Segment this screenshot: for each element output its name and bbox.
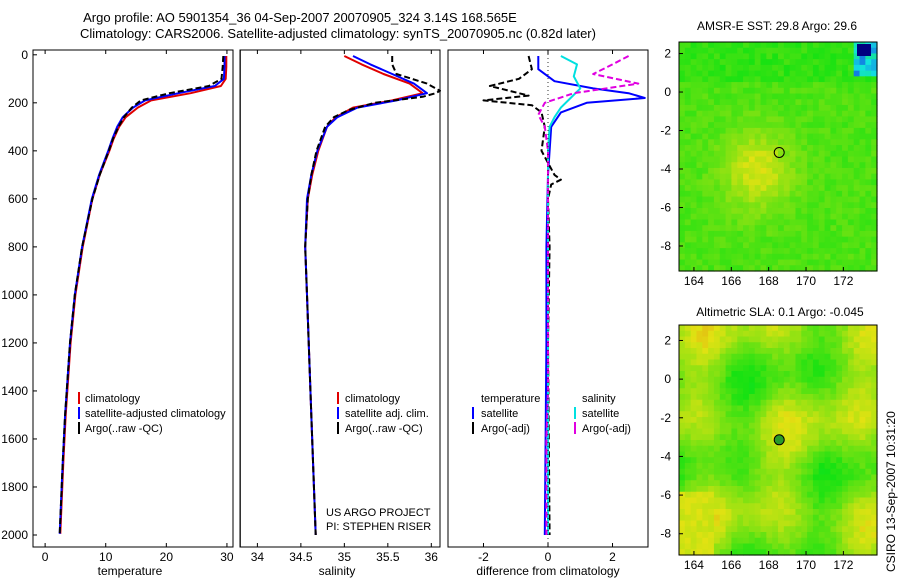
map-x-tick-label: 168 (759, 274, 779, 288)
argo-position-marker (773, 146, 785, 158)
temperature-legend: climatology satellite-adjusted climatolo… (78, 392, 226, 435)
map-x-tick-label: 170 (796, 274, 816, 288)
legend-argo-raw: Argo(..raw -QC) (85, 423, 163, 435)
map-x-tick-label: 166 (721, 274, 741, 288)
series-line-red (304, 55, 424, 536)
x-tick-label: 10 (99, 550, 113, 564)
series-line-cyan (547, 55, 582, 535)
x-tick-label: 30 (220, 550, 234, 564)
y-tick-label: 0 (21, 48, 28, 62)
sst-map-title: AMSR-E SST: 29.8 Argo: 29.6 (697, 19, 857, 33)
legend-climatology: climatology (85, 393, 141, 405)
series-line-black (304, 56, 441, 536)
y-tick-label: 1800 (1, 480, 28, 494)
series-line-magenta (537, 55, 640, 535)
legend-satellite-adjusted: satellite-adjusted climatology (85, 408, 226, 420)
sst-cold-patch (857, 44, 871, 56)
temperature-panel (32, 49, 234, 548)
legend-clip-mask (233, 390, 240, 440)
legend-sal-satellite-diff: satellite (582, 408, 619, 420)
map-y-tick-label: -2 (660, 411, 671, 425)
salinity-panel (239, 49, 441, 548)
map-x-tick-label: 168 (759, 558, 779, 572)
temperature-xlabel: temperature (98, 564, 163, 578)
difference-xlabel: difference from climatology (476, 564, 619, 578)
title-line-2: Climatology: CARS2006. Satellite-adjuste… (80, 26, 596, 41)
sla-map: 164 166 168 170 172 2 0 -2 -4 -6 -8 (660, 325, 878, 572)
x-tick-label: 34 (251, 550, 265, 564)
map-x-tick-label: 170 (796, 558, 816, 572)
y-tick-label: 600 (8, 192, 28, 206)
map-y-tick-label: -6 (660, 200, 671, 214)
x-tick-label: 35 (338, 550, 352, 564)
sst-map-frame (678, 41, 878, 272)
salinity-legend: climatology satellite adj. clim. Argo(..… (337, 392, 429, 435)
x-tick-label: 20 (160, 550, 174, 564)
series-line-black (58, 55, 225, 534)
legend-temp-satellite: satellite (481, 408, 518, 420)
title-line-1: Argo profile: AO 5901354_36 04-Sep-2007 … (83, 10, 517, 25)
salinity-plot: 34 34.5 35 35.5 36 (251, 50, 441, 564)
map-y-tick-label: 2 (664, 47, 671, 61)
credit-pi: PI: STEPHEN RISER (326, 521, 431, 533)
legend-sal-argo-diff: Argo(-adj) (582, 423, 631, 435)
x-tick-label: -2 (478, 550, 489, 564)
legend-sal-satellite: satellite adj. clim. (345, 408, 429, 420)
series-line-blue (58, 56, 226, 534)
map-y-tick-label: -6 (660, 488, 671, 502)
credit-project: US ARGO PROJECT (326, 507, 431, 519)
timestamp: CSIRO 13-Sep-2007 10:31:20 (884, 411, 898, 572)
y-tick-label: 400 (8, 144, 28, 158)
legend-temp-argo: Argo(-adj) (481, 423, 530, 435)
map-x-tick-label: 164 (684, 274, 704, 288)
sst-map: 164 166 168 170 172 2 0 -2 -4 -6 -8 (660, 42, 878, 288)
argo-position-marker (773, 434, 785, 446)
x-tick-label: 34.5 (289, 550, 313, 564)
x-tick-label: 35.5 (376, 550, 400, 564)
map-y-tick-label: 2 (664, 333, 671, 347)
map-x-tick-label: 164 (684, 558, 704, 572)
y-tick-label: 800 (8, 240, 28, 254)
sla-map-title: Altimetric SLA: 0.1 Argo: -0.045 (696, 305, 864, 319)
y-tick-label: 1000 (1, 288, 28, 302)
legend-sal-argo: Argo(..raw -QC) (345, 423, 423, 435)
x-tick-label: 36 (425, 550, 439, 564)
series-line-red (59, 56, 228, 534)
map-y-tick-label: -4 (660, 449, 671, 463)
temperature-plot: 0 10 20 30 0 200 400 600 800 1000 1200 1400 1600 1800… (1, 48, 234, 564)
y-tick-label: 200 (8, 96, 28, 110)
map-y-tick-label: -8 (660, 239, 671, 253)
map-x-tick-label: 172 (833, 274, 853, 288)
legend-sal-climatology: climatology (345, 393, 401, 405)
sla-map-frame (678, 324, 878, 556)
series-line-blue (304, 55, 428, 536)
difference-legend: temperature satellite Argo(-adj) salinit… (472, 393, 631, 435)
series-line-blue (537, 56, 646, 536)
y-tick-label: 1400 (1, 384, 28, 398)
map-y-tick-label: 0 (664, 85, 671, 99)
x-tick-label: 0 (545, 550, 552, 564)
legend-salinity-title: salinity (582, 393, 616, 405)
x-tick-label: 0 (42, 550, 49, 564)
map-y-tick-label: -8 (660, 527, 671, 541)
salinity-xlabel: salinity (319, 564, 356, 578)
difference-plot: -2 0 2 (478, 50, 646, 564)
map-x-tick-label: 172 (833, 558, 853, 572)
map-y-tick-label: 0 (664, 372, 671, 386)
map-x-tick-label: 166 (721, 558, 741, 572)
map-y-tick-label: -4 (660, 162, 671, 176)
y-tick-label: 1200 (1, 336, 28, 350)
legend-temperature-title: temperature (481, 393, 540, 405)
y-tick-label: 2000 (1, 528, 28, 542)
map-y-tick-label: -2 (660, 124, 671, 138)
x-tick-label: 2 (609, 550, 616, 564)
y-tick-label: 1600 (1, 432, 28, 446)
series-line-black (482, 55, 562, 536)
